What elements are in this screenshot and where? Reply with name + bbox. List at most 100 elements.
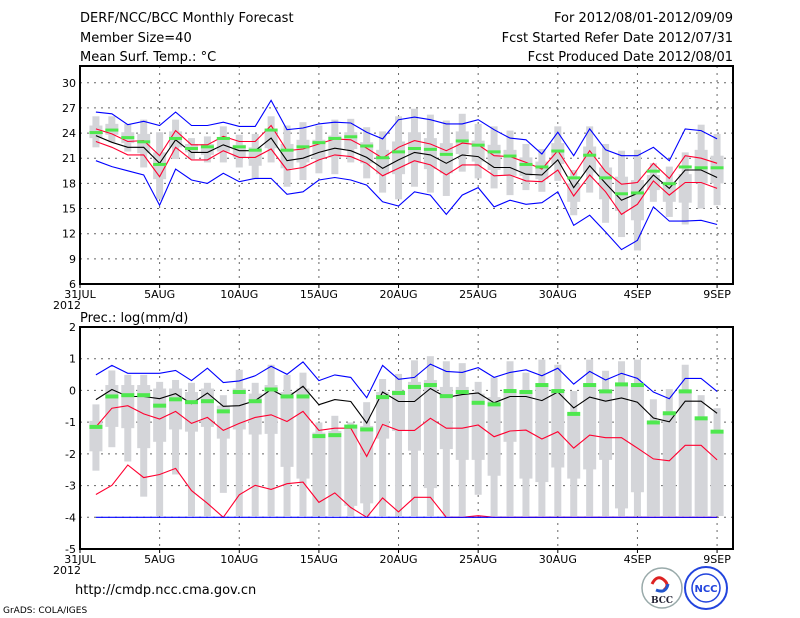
precip-observed-mark — [296, 394, 310, 399]
precip-observed-mark — [280, 394, 294, 399]
precip-y-tick-label: -2 — [65, 448, 76, 461]
temp-observed-mark — [169, 136, 183, 140]
precip-box — [264, 385, 278, 434]
temp-x-tick-label: 10AUG — [220, 288, 258, 301]
temp-observed-mark — [567, 176, 581, 180]
temp-y-tick-label: 24 — [62, 127, 76, 140]
temp-observed-mark — [471, 143, 485, 147]
precip-box — [184, 392, 198, 432]
precip-box — [296, 388, 310, 479]
precip-box — [153, 388, 167, 442]
temp-plot-frame — [79, 65, 734, 285]
svg-text:NCC: NCC — [694, 584, 717, 595]
temp-observed-mark — [184, 147, 198, 151]
precip-observed-mark — [344, 424, 358, 429]
precip-observed-mark — [360, 427, 374, 432]
precip-x-tick-label: 5AUG — [144, 553, 175, 566]
started-date: Fcst Started Refer Date 2012/07/31 — [502, 31, 733, 46]
precip-whisker — [156, 381, 164, 517]
precip-y-tick-label: -5 — [65, 543, 76, 556]
precip-observed-mark — [471, 400, 485, 405]
temp-box — [328, 135, 342, 158]
precip-box — [662, 413, 676, 517]
temp-box — [487, 144, 501, 170]
precip-x-tick-label: 10AUG — [220, 553, 258, 566]
temp-box — [710, 155, 724, 184]
precip-observed-mark — [519, 390, 533, 395]
precip-observed-mark — [567, 411, 581, 416]
precip-box — [503, 392, 517, 442]
temp-observed-mark — [487, 150, 501, 154]
precip-observed-mark — [583, 383, 597, 388]
precip-observed-mark — [200, 399, 214, 404]
temp-line-ensemble-mean — [95, 135, 718, 201]
temp-y-tick-label: 15 — [62, 203, 76, 216]
temp-observed-mark — [312, 141, 326, 145]
bcc-logo: BCC — [641, 567, 683, 609]
precip-x-tick-label: 15AUG — [300, 553, 338, 566]
temp-observed-mark — [646, 169, 660, 173]
temp-observed-mark — [376, 156, 390, 160]
temp-x-tick-label: 30AUG — [539, 288, 577, 301]
precip-line-spread-upper — [95, 405, 718, 462]
temp-box — [137, 133, 151, 154]
temp-observed-mark — [248, 148, 262, 152]
produced-date: Fcst Produced Date 2012/08/01 — [528, 50, 733, 65]
temp-observed-mark — [615, 192, 629, 196]
precip-box — [551, 390, 565, 468]
temp-x-tick-label: 31JUL — [64, 288, 96, 301]
temp-observed-mark — [630, 191, 644, 195]
precip-observed-mark — [551, 389, 565, 394]
precip-observed-mark — [439, 394, 453, 399]
precip-box — [344, 427, 358, 506]
temp-box — [630, 180, 644, 221]
precip-observed-mark — [153, 403, 167, 408]
temp-observed-mark — [407, 147, 421, 151]
precip-observed-mark — [503, 389, 517, 394]
precip-box — [583, 383, 597, 470]
temp-line-spread-lower — [95, 140, 718, 216]
precip-observed-mark — [105, 394, 119, 399]
temp-box — [503, 149, 517, 176]
temp-line-max — [95, 99, 718, 162]
temp-x-tick-label: 4SEP — [624, 288, 652, 301]
temp-observed-mark — [599, 176, 613, 180]
precip-box — [137, 385, 151, 449]
precip-whisker — [267, 364, 275, 517]
precip-observed-mark — [662, 411, 676, 416]
precip-observed-mark — [599, 389, 613, 394]
precip-box — [280, 392, 294, 467]
precip-whisker — [219, 395, 227, 493]
temp-observed-mark — [535, 165, 549, 169]
precip-observed-mark — [407, 384, 421, 389]
temp-observed-mark — [121, 136, 135, 140]
temp-observed-mark — [503, 154, 517, 158]
precip-observed-mark — [646, 420, 660, 425]
ncc-logo: NCC — [684, 566, 728, 610]
temp-observed-mark — [551, 149, 565, 153]
temp-x-tick-label: 20AUG — [379, 288, 417, 301]
temp-observed-mark — [583, 153, 597, 157]
temp-observed-mark — [232, 145, 246, 149]
temp-observed-mark — [105, 128, 119, 132]
temp-box — [519, 157, 533, 176]
precip-observed-mark — [89, 424, 103, 429]
precip-whisker — [379, 379, 387, 517]
temp-observed-mark — [344, 135, 358, 139]
temp-observed-mark — [423, 147, 437, 151]
precip-box — [630, 383, 644, 493]
precip-whisker — [251, 382, 259, 517]
website-url[interactable]: http://cmdp.ncc.cma.gov.cn — [75, 583, 256, 598]
precip-box — [519, 392, 533, 479]
precip-line-ensemble-mean — [95, 385, 718, 425]
temp-box — [439, 143, 453, 174]
temp-x-tick-label: 25AUG — [459, 288, 497, 301]
precip-box — [694, 418, 708, 517]
temp-observed-mark — [694, 166, 708, 170]
temp-box — [360, 142, 374, 164]
temp-observed-mark — [678, 165, 692, 169]
temp-observed-mark — [216, 136, 230, 140]
temp-observed-mark — [89, 131, 103, 135]
grads-credit: GrADS: COLA/IGES — [3, 606, 87, 616]
